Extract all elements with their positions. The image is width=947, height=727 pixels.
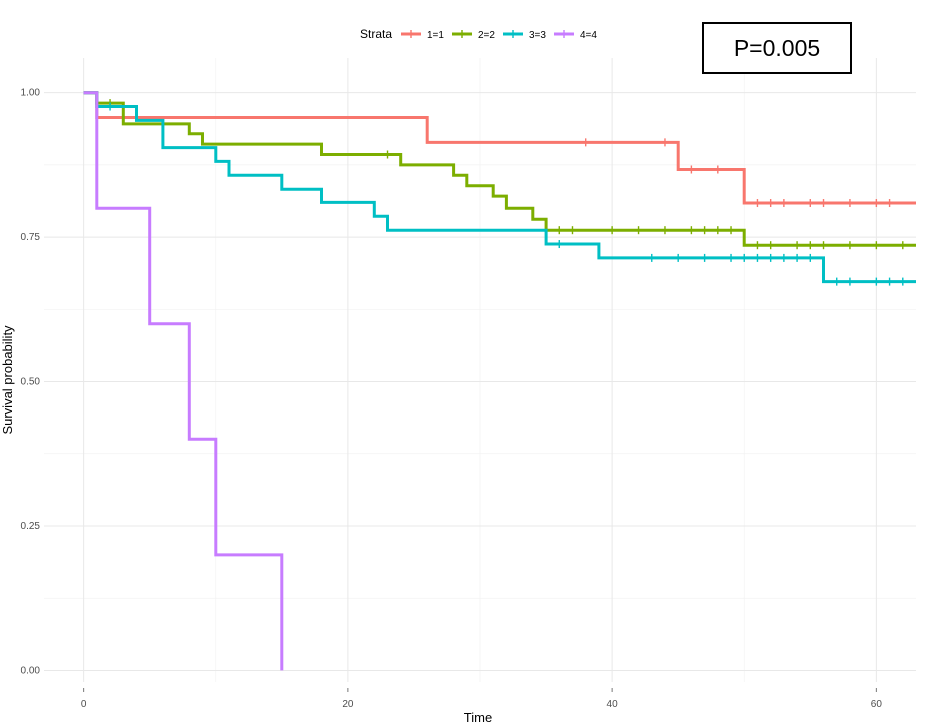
grid-lines [44, 58, 916, 682]
legend-title: Strata [360, 27, 392, 41]
legend: Strata 1=1 2=2 3=3 4=4 [360, 27, 597, 41]
legend-label: 3=3 [529, 30, 546, 41]
legend-label: 4=4 [580, 30, 597, 41]
survival-curve-3=3 [83, 91, 916, 284]
x-tick-label: 40 [607, 699, 619, 710]
p-value-text: P=0.005 [733, 34, 821, 61]
y-tick-label: 1.00 [21, 88, 41, 99]
x-tick-label: 60 [871, 699, 883, 710]
legend-label: 1=1 [427, 30, 444, 41]
p-value-box: P=0.005 [702, 22, 852, 74]
x-axis-title: Time [464, 710, 492, 725]
axis-ticks: 0.00 0.25 0.50 0.75 1.00 0 20 40 60 [21, 88, 883, 710]
legend-label: 2=2 [478, 30, 495, 41]
survival-curve-4=4 [83, 91, 284, 671]
x-tick-label: 0 [81, 699, 87, 710]
survival-curve-2=2 [83, 91, 916, 247]
censor-marks [109, 99, 904, 286]
survival-curves [83, 91, 916, 671]
y-axis-title: Survival probability [0, 325, 15, 435]
y-tick-label: 0.50 [21, 377, 41, 388]
y-tick-label: 0.00 [21, 665, 41, 676]
y-tick-label: 0.25 [21, 521, 41, 532]
y-tick-label: 0.75 [21, 232, 41, 243]
x-tick-label: 20 [342, 699, 354, 710]
